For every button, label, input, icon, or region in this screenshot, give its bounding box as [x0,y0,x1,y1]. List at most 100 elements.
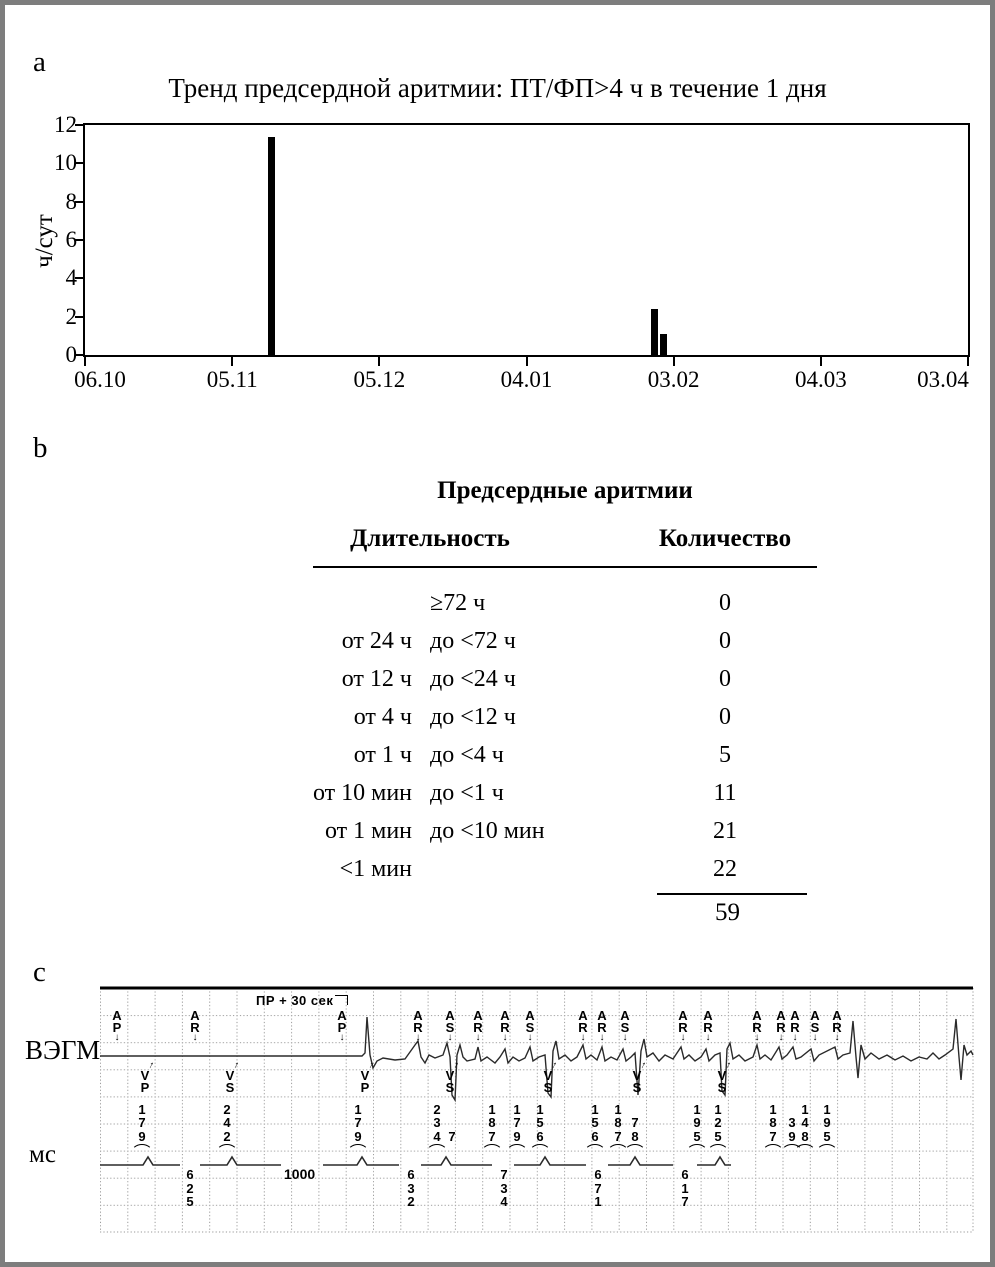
interval-arc-icon [481,1144,503,1153]
x-tick-label: 05.12 [353,367,406,392]
marker-letter: A [620,1008,630,1023]
y-tick-label: 4 [65,265,78,291]
x-tick-label: 03.04 [917,367,969,392]
interval-digit: 7 [500,1167,508,1182]
interval-digit: 9 [354,1128,362,1144]
interval-digit: 2 [223,1101,231,1117]
duration-from-cell: от 12 ч [341,666,412,692]
interval-digit: 7 [681,1194,689,1209]
marker-letter: A [578,1008,588,1023]
interval-digit: 6 [681,1167,689,1182]
interval-digit: 5 [536,1115,544,1130]
down-arrow-icon: ↓ [114,1032,120,1043]
egm-caption-bracket-icon [335,995,349,1005]
interval-digit: 1 [801,1101,809,1117]
down-arrow-icon: ↓ [192,1032,198,1043]
duration-to-cell [430,850,620,888]
table-total-value: 59 [715,899,740,926]
marker-letter: V [543,1068,553,1083]
y-tick-mark [75,354,83,356]
table-title: Предсердные аритмии [437,477,693,504]
y-tick-label: 2 [65,303,78,329]
marker-letter: R [832,1019,842,1035]
duration-to-cell: до <10 мин [430,818,545,844]
interval-arc-icon [707,1144,729,1153]
table-header-count: Количество [658,525,792,552]
interval-digit: 9 [138,1128,146,1144]
marker-letter: V [225,1068,235,1083]
interval-arc-icon [529,1144,551,1153]
y-tick-mark [75,162,83,165]
atrial-marker: A R ↓ [749,1008,765,1043]
y-tick-label: 8 [65,188,78,214]
down-arrow-icon: ↓ [778,1032,784,1043]
interval-digit: 2 [407,1194,415,1209]
table-total-rule [657,893,807,895]
interval-digit: 1 [614,1101,622,1117]
marker-letter: A [752,1008,762,1023]
table-row: от 10 мин до <1 ч 11 [275,774,820,812]
interval-digit: 6 [591,1128,599,1144]
marker-letter: S [543,1079,553,1095]
interval-arc-icon [781,1144,803,1153]
interval-digit: 5 [714,1128,722,1144]
interval-digit: 9 [693,1115,701,1130]
interval-digit: 3 [500,1180,508,1196]
x-tick-mark [84,357,86,366]
marker-letter: R [578,1019,588,1035]
marker-letter: R [597,1019,607,1035]
interval-digit: 2 [186,1180,194,1196]
down-arrow-icon: ↓ [812,1032,818,1043]
marker-letter: A [500,1008,510,1023]
marker-letter: V [140,1068,150,1083]
interval-digit: 5 [823,1128,831,1144]
interval-digit: 4 [223,1115,231,1130]
marker-letter: S [632,1079,642,1095]
marker-letter: A [597,1008,607,1023]
interval-digit: 7 [513,1115,521,1130]
panel-c-label: c [33,956,46,988]
interval-digit: 7 [594,1180,602,1196]
interval-digit: 2 [714,1115,722,1130]
y-tick-label: 12 [54,112,77,137]
egm-ms-1000-value: 1000 [284,1166,316,1182]
marker-letter: R [790,1019,800,1035]
y-tick-mark [75,239,83,241]
x-tick-mark [231,357,234,366]
interval-digit: 3 [788,1115,796,1130]
atrial-marker: A R ↓ [497,1008,513,1043]
marker-letter: S [525,1019,535,1035]
interval-digit: 9 [823,1115,831,1130]
interval-digit: 1 [536,1101,544,1117]
y-tick-label: 6 [65,227,78,252]
marker-letter: R [500,1019,510,1035]
panel-b-label: b [33,432,48,464]
interval-digit: 5 [693,1128,701,1144]
interval-digit: 7 [614,1128,622,1144]
ventricular-marker: ↑ V P [357,1060,376,1094]
marker-letter: A [413,1008,423,1023]
atrial-marker: A R ↓ [700,1009,716,1043]
marker-letter: S [445,1019,455,1035]
interval-digit: 6 [536,1128,544,1144]
ventricular-marker: ↑ V S [629,1060,648,1095]
interval-digit: 4 [500,1194,508,1209]
marker-letter: R [776,1019,786,1035]
interval-digit: 9 [788,1128,796,1144]
table-header-duration: Длительность [350,525,510,552]
interval-digit: 5 [591,1115,599,1130]
marker-letter: V [632,1068,642,1083]
marker-letter: A [790,1008,800,1023]
down-arrow-icon: ↓ [599,1032,605,1043]
duration-from-cell: от 10 мин [312,780,412,806]
table-row: ≥72 ч 0 [275,584,820,622]
interval-digit: 4 [801,1115,809,1130]
marker-letter: A [337,1008,347,1023]
ventricular-marker: ↑ V S [540,1060,559,1095]
interval-digit: 8 [801,1128,809,1144]
atrial-marker: A R ↓ [773,1009,789,1043]
